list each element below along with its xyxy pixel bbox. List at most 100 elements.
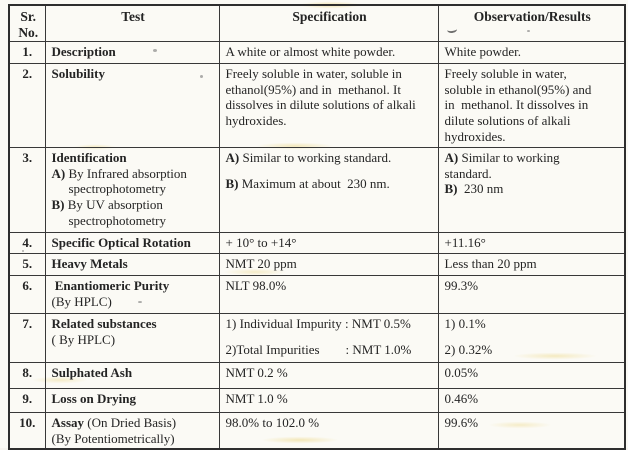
cell-test: Specific Optical Rotation — [44, 232, 220, 255]
scan-speck — [527, 30, 530, 32]
cell-line: Specific Optical Rotation — [51, 235, 191, 251]
cell-specification: 1) Individual Impurity : NMT 0.5% 2)Total… — [218, 313, 439, 364]
cell-specification: NMT 0.2 % — [218, 362, 439, 390]
cell-test: Assay (On Dried Basis) (By Potentiometric… — [44, 412, 220, 450]
cell-observation: 99.3% — [437, 275, 626, 315]
cell-observation: 0.05% — [437, 362, 626, 390]
cell-observation: Less than 20 ppm — [437, 253, 626, 277]
cell-line: Heavy Metals — [51, 256, 128, 272]
cell-observation: Freely soluble in water, soluble in ethan… — [437, 63, 626, 149]
cell-line: 2) 0.32% — [444, 341, 493, 357]
header-label: Sr. — [20, 9, 37, 24]
cell-line: Enantiomeric Purity — [51, 278, 170, 294]
cell-sr-no: 6. — [8, 275, 46, 315]
cell-specification: NLT 98.0% — [218, 275, 439, 315]
scan-speck — [138, 301, 142, 303]
table-row: 6. Enantiomeric Purity (By HPLC) NLT 98.0%… — [8, 275, 626, 315]
cell-test: Solubility — [44, 63, 220, 149]
cell-line: Loss on Drying — [51, 391, 137, 407]
cell-sr-no: 3. — [8, 147, 46, 234]
header-label: Observation/Results — [473, 9, 591, 24]
cell-sr-no: 4. — [8, 232, 46, 255]
cell-sr-no: 1. — [8, 41, 46, 65]
cell-line: 1) Individual Impurity : NMT 0.5% — [225, 316, 411, 332]
cell-line: 99.3% — [444, 278, 479, 294]
table-row: 8. Sulphated Ash NMT 0.2 % 0.05% — [8, 362, 626, 390]
cell-line: Less than 20 ppm — [444, 256, 537, 272]
column-header-specification: Specification — [218, 4, 439, 43]
specification-results-table: Sr. No. Test Specification Observation/Resul… — [8, 4, 626, 450]
cell-line: Identification — [51, 150, 127, 166]
cell-test: Identification A) By Infrared absorption s… — [44, 147, 220, 234]
cell-line: NMT 20 ppm — [225, 256, 297, 272]
column-header-observation-results: Observation/Results — [437, 4, 626, 43]
column-header-test: Test — [44, 4, 220, 43]
cell-line: 0.46% — [444, 391, 479, 407]
cell-sr-no: 2. — [8, 63, 46, 149]
cell-test: Enantiomeric Purity (By HPLC) — [44, 275, 220, 315]
table-row: 5. Heavy Metals NMT 20 ppm Less than 20 ppm — [8, 253, 626, 277]
cell-line: NMT 1.0 % — [225, 391, 288, 407]
cell-line: B) Maximum at about 230 nm. — [225, 175, 390, 191]
table-row: 1. Description A white or almost white pow… — [8, 41, 626, 65]
cell-specification: A white or almost white powder. — [218, 41, 439, 65]
cell-line: (By HPLC) — [51, 293, 112, 309]
table-row: 9. Loss on Drying NMT 1.0 % 0.46% — [8, 388, 626, 414]
table-row: 2. Solubility Freely soluble in water, sol… — [8, 63, 626, 149]
header-label: Specification — [292, 9, 367, 24]
cell-line: ( By HPLC) — [51, 331, 116, 347]
scan-speck — [200, 75, 203, 78]
cell-line: A white or almost white powder. — [225, 44, 396, 60]
cell-line: Solubility — [51, 66, 105, 82]
cell-line: NMT 0.2 % — [225, 365, 288, 381]
cell-test: Loss on Drying — [44, 388, 220, 414]
cell-observation: 1) 0.1% 2) 0.32% — [437, 313, 626, 364]
table-row: 4. Specific Optical Rotation + 10° to +14°… — [8, 232, 626, 255]
table-header-row: Sr. No. Test Specification Observation/Resul… — [8, 4, 626, 43]
cell-specification: 98.0% to 102.0 % — [218, 412, 439, 450]
table-row: 3. Identification A) By Infrared absorptio… — [8, 147, 626, 234]
scan-speck — [153, 49, 157, 52]
cell-line: B) By UV absorption — [51, 196, 163, 212]
cell-observation: +11.16° — [437, 232, 626, 255]
header-label: Test — [121, 9, 145, 24]
cell-line: 1) 0.1% — [444, 316, 486, 332]
cell-line: Related substances — [51, 316, 157, 332]
cell-specification: + 10° to +14° — [218, 232, 439, 255]
cell-sr-no: 7. — [8, 313, 46, 364]
cell-line: (By Potentiometrically) — [51, 430, 175, 446]
cell-line: hydroxides. — [225, 112, 287, 128]
scan-speck — [22, 250, 24, 252]
cell-line: A) By Infrared absorption — [51, 165, 187, 181]
cell-line: in methanol. It dissolves in — [444, 97, 589, 113]
cell-line: A) Similar to working standard. — [225, 150, 392, 166]
column-header-sr-no: Sr. No. — [8, 4, 46, 43]
cell-line: Sulphated Ash — [51, 365, 133, 381]
cell-observation: White powder. — [437, 41, 626, 65]
cell-line: 99.6% — [444, 415, 479, 431]
cell-line: Assay (On Dried Basis) — [51, 415, 177, 431]
cell-line: Freely soluble in water, soluble in — [225, 66, 402, 82]
cell-line: soluble in ethanol(95%) and — [444, 81, 592, 97]
cell-line: spectrophotometry — [68, 181, 166, 197]
cell-line: spectrophotometry — [68, 212, 166, 228]
cell-line: NLT 98.0% — [225, 278, 287, 294]
cell-test: Heavy Metals — [44, 253, 220, 277]
cell-line: 2)Total Impurities : NMT 1.0% — [225, 341, 412, 357]
cell-line: A) Similar to working — [444, 150, 560, 166]
cell-specification: NMT 1.0 % — [218, 388, 439, 414]
cell-line: White powder. — [444, 44, 522, 60]
cell-line: standard. — [444, 165, 492, 181]
cell-observation: 0.46% — [437, 388, 626, 414]
cell-sr-no: 9. — [8, 388, 46, 414]
cell-line: 0.05% — [444, 365, 479, 381]
cell-line: dilute solutions of alkali — [444, 112, 571, 128]
table-row: 10. Assay (On Dried Basis) (By Potentiomet… — [8, 412, 626, 450]
cell-test: Sulphated Ash — [44, 362, 220, 390]
table-body: 1. Description A white or almost white pow… — [8, 41, 626, 450]
cell-sr-no: 10. — [8, 412, 46, 450]
cell-line: + 10° to +14° — [225, 235, 297, 251]
cell-line: Freely soluble in water, — [444, 66, 567, 82]
cell-line: +11.16° — [444, 235, 486, 251]
